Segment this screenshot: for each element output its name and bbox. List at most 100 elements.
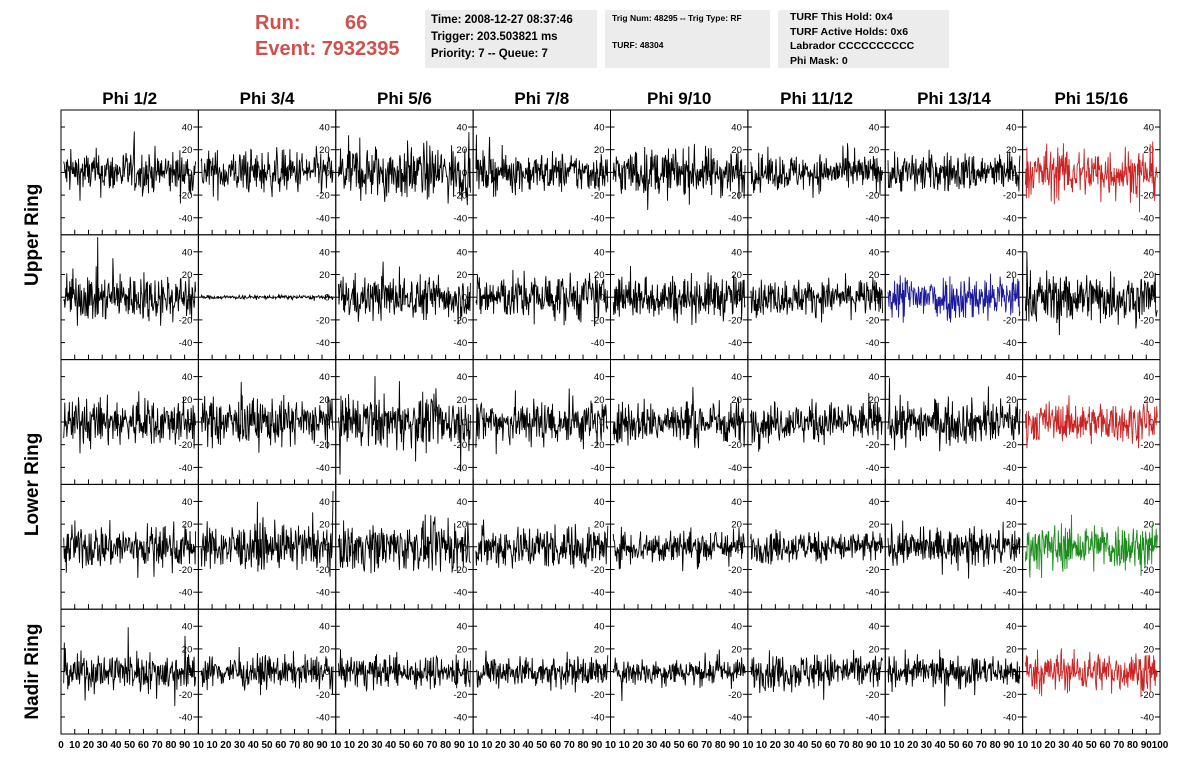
y-tick-label: 20 (594, 520, 605, 531)
x-tick-label: 50 (948, 740, 960, 751)
row-label: Upper Ring (22, 184, 43, 286)
y-tick-label: -20 (1003, 315, 1017, 326)
y-tick-label: -20 (1140, 565, 1154, 576)
y-tick-label: 40 (594, 622, 605, 633)
x-tick-label: 10 (344, 740, 356, 751)
y-tick-label: 20 (319, 270, 330, 281)
y-tick-label: 0 (874, 293, 879, 304)
y-tick-label: -40 (316, 213, 330, 224)
y-tick-label: 0 (737, 542, 742, 553)
y-tick-label: -20 (316, 315, 330, 326)
y-tick-label: -40 (1003, 213, 1017, 224)
trigger-text: Trigger: 203.503821 ms (431, 31, 558, 43)
y-tick-label: 0 (324, 293, 329, 304)
waveform-trace (338, 649, 471, 692)
x-tick-label: 90 (591, 740, 603, 751)
y-tick-label: -40 (728, 588, 742, 599)
x-tick-label: 30 (646, 740, 658, 751)
x-tick-label: 10 (880, 740, 892, 751)
x-tick-label: 10 (756, 740, 768, 751)
y-tick-label: -20 (1140, 440, 1154, 451)
y-tick-label: -20 (316, 565, 330, 576)
y-tick-label: 40 (1143, 622, 1154, 633)
y-tick-label: 40 (182, 372, 193, 383)
x-tick-label: 20 (83, 740, 95, 751)
y-tick-label: 40 (594, 372, 605, 383)
y-tick-label: 40 (457, 123, 468, 134)
x-tick-label: 50 (262, 740, 274, 751)
run-label: Run: (255, 12, 301, 34)
x-tick-label: 10 (605, 740, 617, 751)
y-tick-label: -20 (179, 315, 193, 326)
y-tick-label: 40 (731, 372, 742, 383)
x-tick-label: 80 (1127, 740, 1139, 751)
y-tick-label: -20 (1003, 565, 1017, 576)
y-tick-label: -40 (591, 463, 605, 474)
turf-num-text: TURF: 48304 (612, 40, 664, 50)
y-tick-label: 0 (1149, 168, 1154, 179)
y-tick-label: -40 (453, 338, 467, 349)
y-tick-label: 20 (594, 395, 605, 406)
y-tick-label: 20 (457, 395, 468, 406)
y-tick-label: -20 (866, 440, 880, 451)
x-tick-label: 80 (715, 740, 727, 751)
x-tick-label: 40 (660, 740, 672, 751)
phi-mask-text: Phi Mask: 0 (790, 54, 848, 67)
y-tick-label: -40 (866, 213, 880, 224)
y-tick-label: 40 (319, 123, 330, 134)
column-header: Phi 3/4 (240, 89, 295, 108)
x-tick-label: 40 (110, 740, 122, 751)
x-tick-label: 10 (207, 740, 219, 751)
waveform-trace (750, 529, 883, 565)
x-tick-label: 70 (564, 740, 576, 751)
y-tick-label: 20 (1006, 395, 1017, 406)
y-tick-label: -20 (453, 191, 467, 202)
x-tick-label: 30 (234, 740, 246, 751)
y-tick-label: -40 (728, 463, 742, 474)
x-tick-label: 60 (825, 740, 837, 751)
y-tick-label: 20 (1143, 270, 1154, 281)
waveform-trace (63, 237, 197, 326)
x-tick-label: 80 (990, 740, 1002, 751)
y-tick-label: 20 (1143, 520, 1154, 531)
x-tick-label: 50 (811, 740, 823, 751)
waveform-trace (63, 391, 197, 454)
x-tick-label: 70 (152, 740, 164, 751)
y-tick-label: 40 (869, 372, 880, 383)
x-tick-label: 70 (426, 740, 438, 751)
y-tick-label: 40 (182, 497, 193, 508)
waveform-trace (1024, 395, 1158, 449)
y-tick-label: -20 (866, 690, 880, 701)
waveform-trace (887, 149, 1021, 192)
y-tick-label: -40 (728, 712, 742, 723)
waveform-trace (887, 649, 1021, 707)
y-tick-label: 40 (182, 123, 193, 134)
waveform-trace (200, 491, 334, 577)
y-tick-label: -20 (453, 565, 467, 576)
y-tick-label: -40 (1003, 338, 1017, 349)
x-tick-label: 10 (1017, 740, 1029, 751)
y-tick-label: -40 (316, 338, 330, 349)
y-tick-label: -20 (1003, 690, 1017, 701)
x-tick-label: 20 (907, 740, 919, 751)
run-event-header: Run: 66 Event: 7932395 (255, 10, 400, 62)
waveform-trace (612, 526, 746, 572)
y-tick-label: 40 (457, 372, 468, 383)
y-tick-label: 20 (731, 520, 742, 531)
waveform-trace (338, 514, 471, 574)
x-tick-label: 10 (69, 740, 81, 751)
y-tick-label: -20 (316, 440, 330, 451)
y-tick-label: -20 (591, 565, 605, 576)
y-tick-label: 20 (1143, 395, 1154, 406)
y-tick-label: -20 (728, 315, 742, 326)
y-tick-label: 40 (1006, 497, 1017, 508)
x-tick-label: 30 (921, 740, 933, 751)
y-tick-label: 20 (869, 145, 880, 156)
waveform-trace (612, 265, 746, 326)
time-text: Time: 2008-12-27 08:37:46 (431, 14, 573, 26)
y-tick-label: -20 (453, 315, 467, 326)
y-tick-label: -20 (866, 191, 880, 202)
waveform-trace (200, 646, 334, 696)
x-tick-label: 80 (440, 740, 452, 751)
column-header: Phi 1/2 (102, 89, 157, 108)
